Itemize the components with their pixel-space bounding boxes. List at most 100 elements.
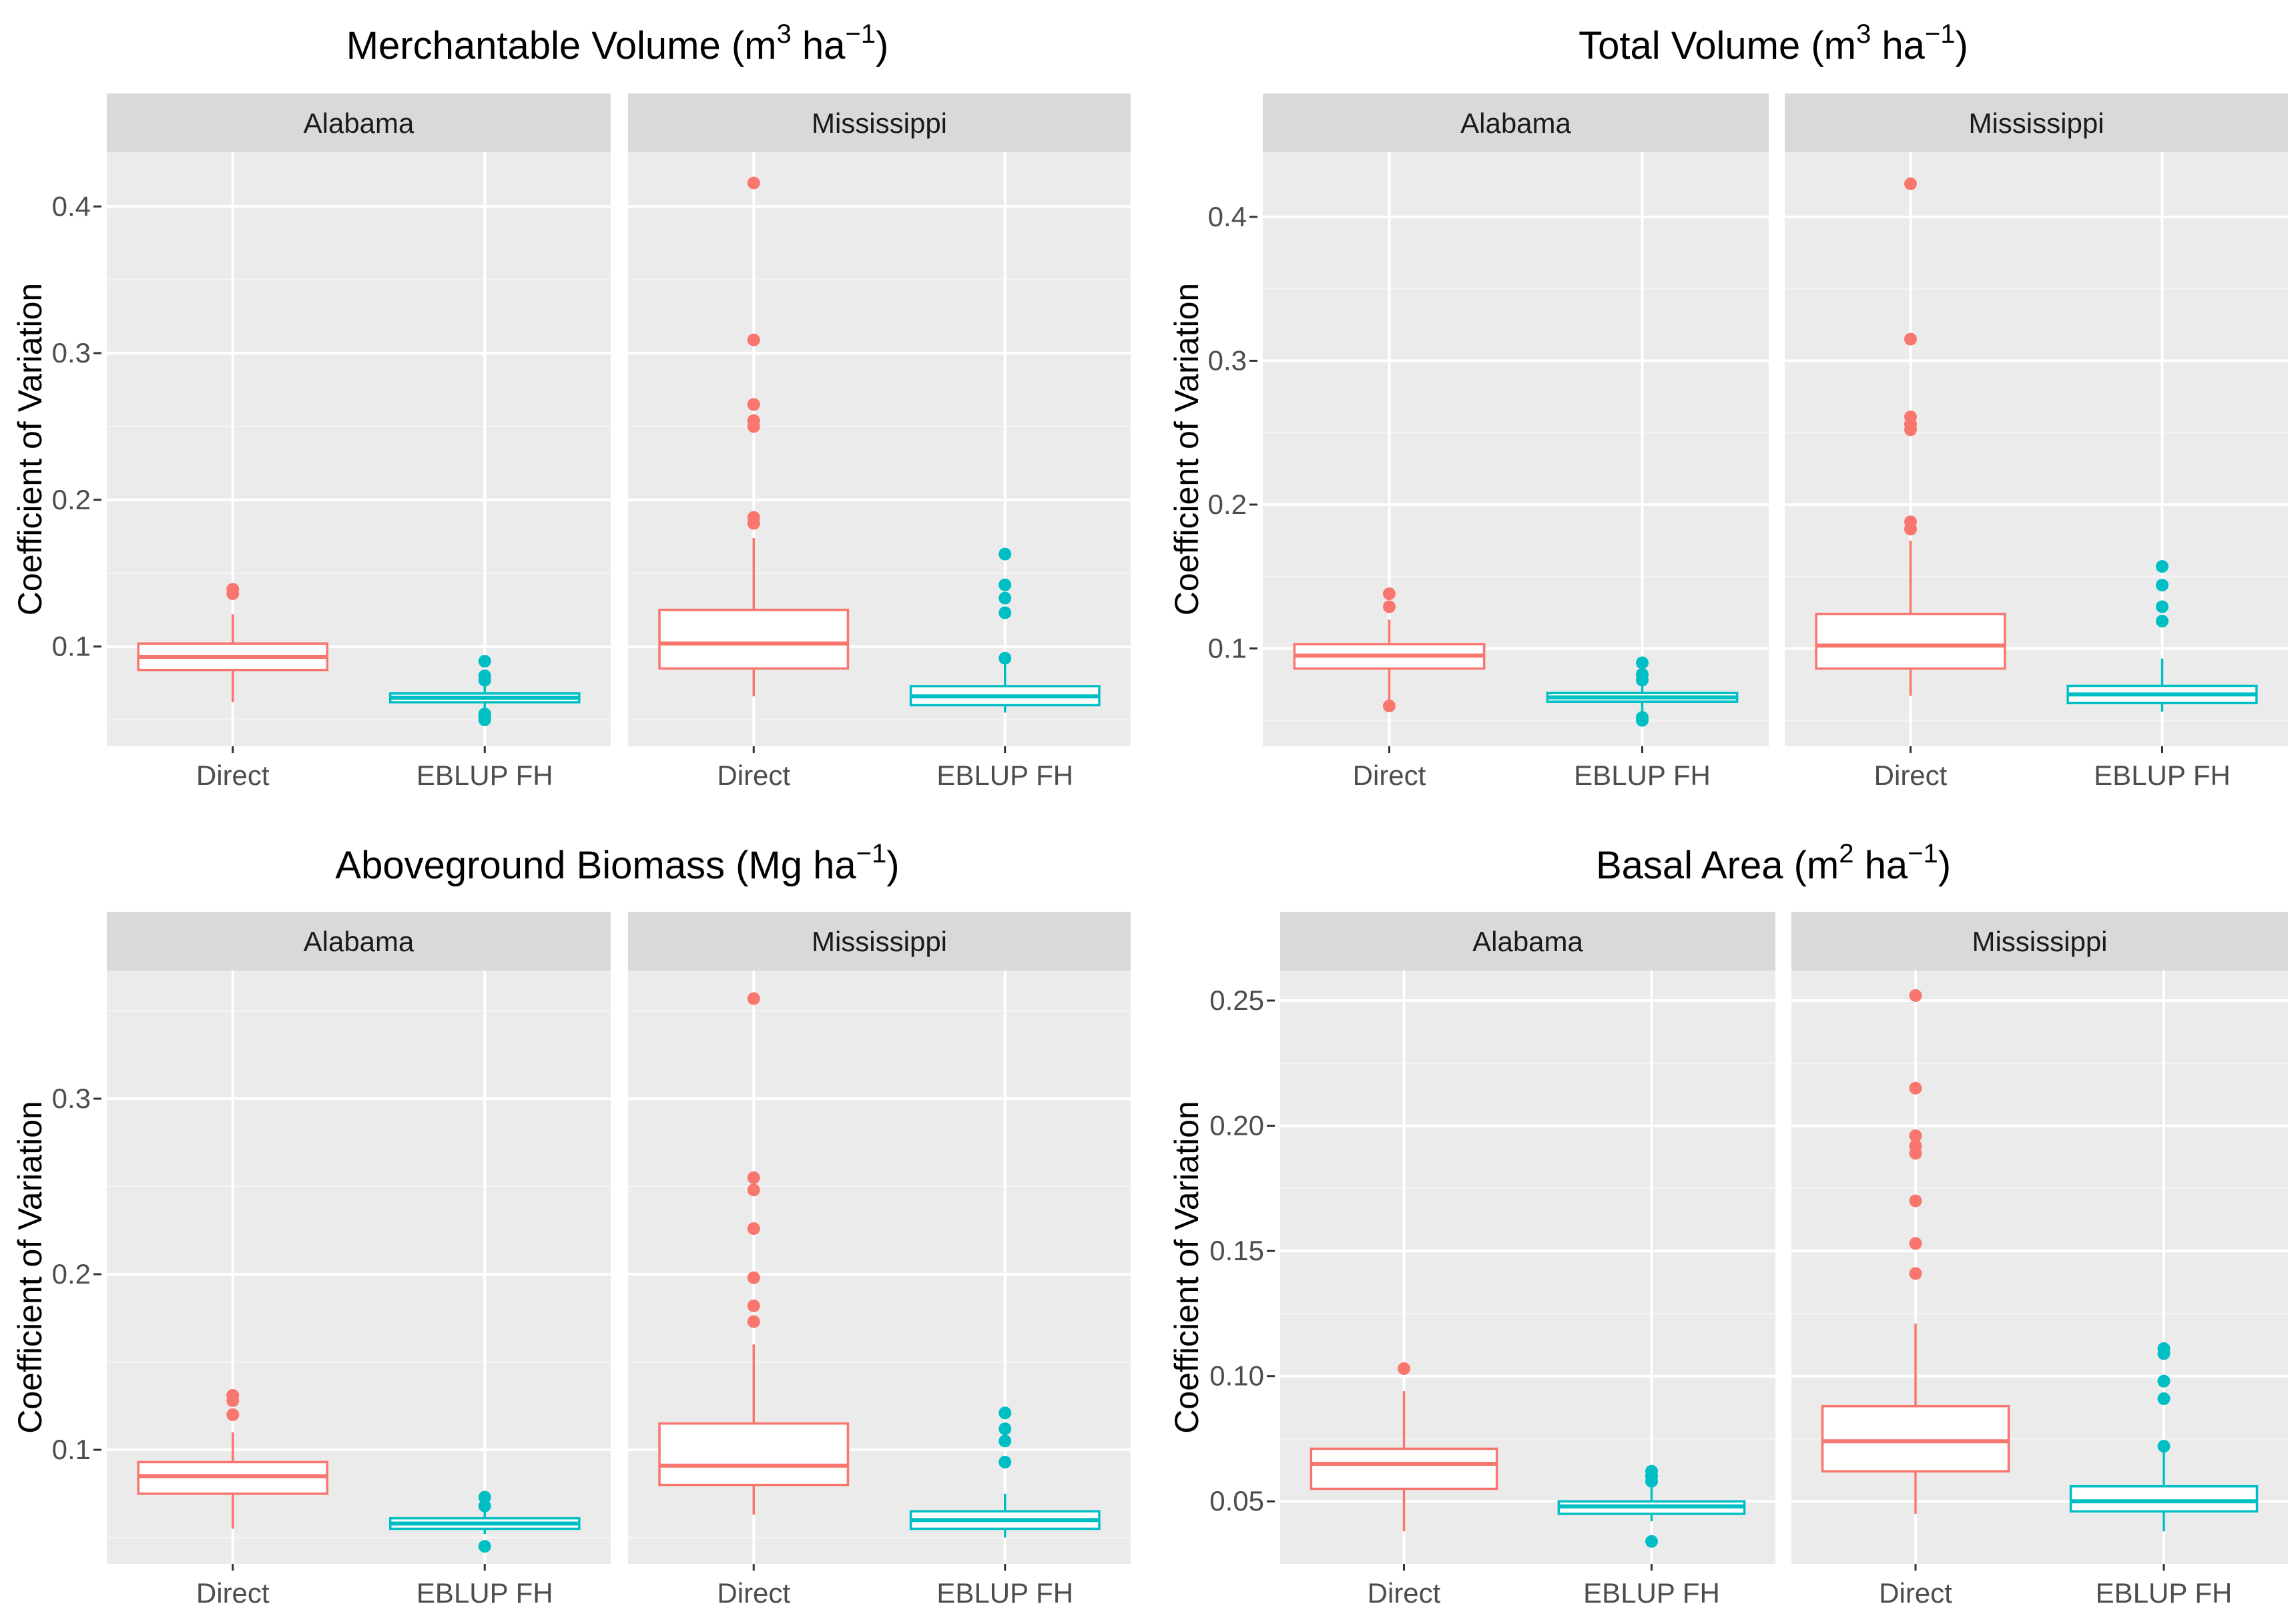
panel-alabama: Alabama Direct EBLUP FH (107, 93, 611, 791)
y-tick-label: 0.15 (1209, 1235, 1264, 1266)
outlier-point (998, 651, 1012, 665)
x-tick-label: Direct (717, 760, 790, 791)
outlier-point (1909, 1139, 1922, 1153)
outlier-point (1645, 1464, 1658, 1478)
strip-label: Alabama (1460, 107, 1571, 139)
y-tick-label: 0.1 (52, 1434, 91, 1465)
outlier-point (2157, 1440, 2171, 1453)
x-tick-label: EBLUP FH (1574, 760, 1711, 791)
x-tick-label: Direct (1368, 1577, 1441, 1609)
strip-mississippi (1785, 93, 2288, 152)
chart-title-unit: ha (1853, 844, 1908, 887)
box-direct (137, 1389, 329, 1529)
chart-title: Aboveground Biomass (Mg ha−1) (335, 839, 899, 887)
box-eblup-fh (1546, 656, 1739, 727)
x-tick-label: Direct (717, 1577, 790, 1609)
x-tick-label: EBLUP FH (1583, 1577, 1720, 1609)
strip-label: Mississippi (1968, 107, 2104, 139)
outlier-point (747, 511, 760, 524)
chart-title-superscript: −1 (1925, 19, 1956, 49)
panel-alabama: Alabama Direct EBLUP FH (1280, 912, 1775, 1609)
strip-label: Mississippi (812, 926, 947, 957)
strip-mississippi (628, 93, 1131, 152)
outlier-point (478, 669, 491, 683)
outlier-point (226, 1389, 240, 1402)
outlier-point (747, 176, 760, 190)
chart-title-unit: ha (1871, 24, 1925, 67)
strip-label: Alabama (304, 107, 414, 139)
outlier-point (2157, 1374, 2171, 1388)
panel-mississippi: Mississippi Direct EBLUP FH (1785, 93, 2288, 791)
outlier-point (998, 606, 1012, 619)
box-eblup-fh (909, 547, 1101, 713)
chart-title-superscript: 3 (776, 19, 791, 49)
strip-label: Alabama (1472, 926, 1583, 957)
box-iqr (658, 1422, 850, 1486)
outlier-point (998, 1422, 1012, 1435)
outlier-point (1909, 1129, 1922, 1143)
x-tick-label: EBLUP FH (2094, 760, 2231, 791)
chart-title-close: ) (1938, 844, 1951, 887)
box-direct (137, 583, 329, 703)
box-direct (658, 176, 850, 697)
y-tick-label: 0.1 (1208, 632, 1247, 663)
chart-title-close: ) (876, 24, 888, 67)
outlier-point (478, 708, 491, 721)
chart-title: Basal Area (m2 ha−1) (1596, 839, 1951, 887)
box-iqr (658, 608, 850, 670)
chart-title-main: Merchantable Volume (m (346, 24, 777, 67)
y-tick-label: 0.2 (52, 1258, 91, 1290)
y-tick-label: 0.3 (1208, 344, 1247, 376)
chart-title-superscript: −1 (1908, 839, 1938, 868)
x-tick-label: EBLUP FH (416, 1577, 553, 1609)
outlier-point (747, 333, 760, 346)
panel-mississippi: Mississippi Direct EBLUP FH (628, 93, 1131, 791)
box-eblup-fh (2069, 1342, 2259, 1532)
outlier-point (1636, 667, 1649, 681)
x-tick-label: EBLUP FH (2096, 1577, 2233, 1609)
x-tick-label: Direct (1879, 1577, 1952, 1609)
box-eblup-fh (1557, 1464, 1746, 1548)
outlier-point (1904, 177, 1917, 190)
chart-1: Total Volume (m3 ha−1) Coefficient of Var… (1168, 19, 2288, 791)
outlier-point (998, 1455, 1012, 1468)
strip-mississippi (1791, 912, 2288, 971)
strip-alabama (107, 912, 611, 971)
outlier-point (747, 992, 760, 1005)
y-tick-label: 0.25 (1209, 985, 1264, 1016)
chart-title-superscript: 2 (1839, 839, 1853, 868)
panel-mississippi: Mississippi Direct EBLUP FH (628, 912, 1131, 1609)
chart-2: Aboveground Biomass (Mg ha−1) Coefficient… (11, 839, 1131, 1609)
chart-title-main: Basal Area (m (1596, 844, 1839, 887)
strip-alabama (107, 93, 611, 152)
outlier-point (2156, 579, 2169, 592)
y-axis-label: Coefficient of Variation (11, 1101, 49, 1433)
outlier-point (478, 1499, 491, 1513)
outlier-point (2156, 615, 2169, 628)
y-tick-label: 0.1 (52, 631, 91, 662)
outlier-point (2156, 560, 2169, 573)
outlier-point (226, 1408, 240, 1421)
box-direct (1821, 989, 2010, 1514)
y-axis-label: Coefficient of Variation (11, 283, 49, 615)
panel-alabama: Alabama Direct EBLUP FH (107, 912, 611, 1609)
chart-title-superscript: −1 (856, 839, 887, 868)
strip-mississippi (628, 912, 1131, 971)
chart-title: Merchantable Volume (m3 ha−1) (346, 19, 889, 67)
outlier-point (1636, 656, 1649, 669)
outlier-point (2157, 1392, 2171, 1405)
chart-title-main: Total Volume (m (1579, 24, 1856, 67)
outlier-point (998, 1434, 1012, 1448)
outlier-point (1909, 1194, 1922, 1207)
outlier-point (1904, 515, 1917, 529)
outlier-point (1398, 1362, 1410, 1375)
panel-background (1791, 971, 2288, 1564)
outlier-point (1909, 1237, 1922, 1250)
box-iqr (1310, 1447, 1498, 1491)
outlier-point (1383, 700, 1396, 713)
y-tick-label: 0.2 (1208, 489, 1247, 520)
outlier-point (2157, 1342, 2171, 1355)
outlier-point (226, 583, 240, 596)
y-tick-label: 0.4 (52, 190, 91, 222)
